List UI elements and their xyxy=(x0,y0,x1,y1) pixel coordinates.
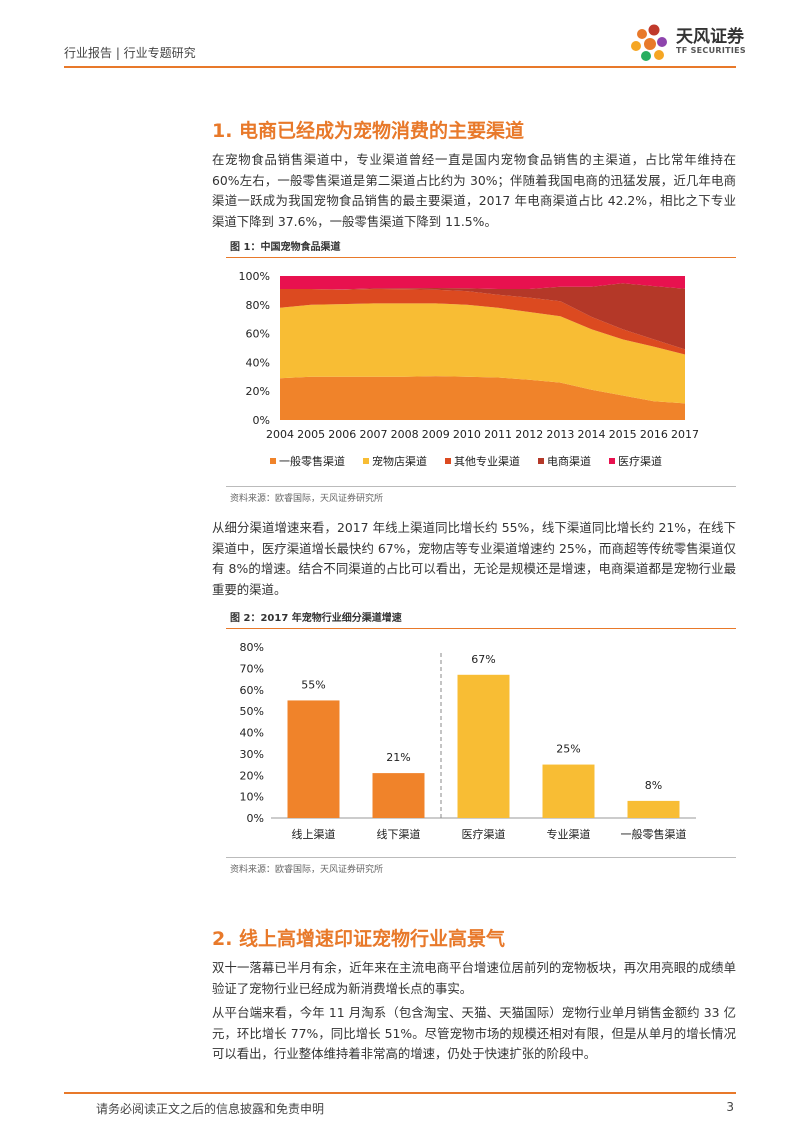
category-label: 一般零售渠道 xyxy=(621,827,687,841)
y-tick-label: 40% xyxy=(240,727,264,740)
x-tick-label: 2013 xyxy=(546,428,574,441)
bar-value-label: 25% xyxy=(556,743,580,756)
figure2-bar-chart: 0% 10% 20% 30% 40% 50% 60% 70% 80% 55% 线上渠道 21% 线下渠道… xyxy=(240,641,696,841)
footer-disclaimer: 请务必阅读正文之后的信息披露和免责申明 xyxy=(96,1102,325,1116)
legend-swatch-3 xyxy=(538,458,544,464)
figure2-source-line xyxy=(226,857,736,858)
logo-name-en: TF SECURITIES xyxy=(676,46,746,55)
y-tick-label: 40% xyxy=(246,356,270,369)
category-label: 专业渠道 xyxy=(547,827,591,841)
bar-3 xyxy=(542,764,595,818)
category-label: 医疗渠道 xyxy=(462,827,506,841)
logo-name-cn: 天风证券 xyxy=(676,27,744,47)
x-tick-label: 2014 xyxy=(578,428,606,441)
figure1-source: 资料来源：欧睿国际，天风证券研究所 xyxy=(230,494,384,504)
y-tick-label: 70% xyxy=(240,662,264,675)
y-tick-label: 80% xyxy=(246,299,270,312)
legend-swatch-0 xyxy=(270,458,276,464)
section2-paragraph-1: 双十一落幕已半月有余，近年来在主流电商平台增速位居前列的宠物板块，再次用亮眼的成… xyxy=(212,960,736,996)
legend-swatch-2 xyxy=(445,458,451,464)
bar-value-label: 21% xyxy=(386,751,410,764)
y-tick-label: 80% xyxy=(240,641,264,654)
x-tick-label: 2010 xyxy=(453,428,481,441)
y-tick-label: 30% xyxy=(240,748,264,761)
legend-label-2: 其他专业渠道 xyxy=(454,454,520,468)
y-tick-label: 100% xyxy=(239,270,270,283)
header-breadcrumb: 行业报告 | 行业专题研究 xyxy=(64,46,196,60)
legend-swatch-4 xyxy=(609,458,615,464)
category-label: 线下渠道 xyxy=(377,827,421,841)
y-tick-label: 10% xyxy=(240,791,264,804)
figure2-source: 资料来源：欧睿国际，天风证券研究所 xyxy=(230,865,384,875)
page-number: 3 xyxy=(726,1100,734,1114)
legend-swatch-1 xyxy=(363,458,369,464)
x-tick-label: 2011 xyxy=(484,428,512,441)
category-label: 线上渠道 xyxy=(292,827,336,841)
footer-divider xyxy=(64,1092,736,1094)
x-tick-label: 2017 xyxy=(671,428,699,441)
bar-1 xyxy=(372,773,425,818)
x-tick-label: 2008 xyxy=(391,428,419,441)
header-divider xyxy=(64,66,736,68)
y-tick-label: 20% xyxy=(246,385,270,398)
legend-label-0: 一般零售渠道 xyxy=(279,454,345,468)
x-tick-label: 2009 xyxy=(422,428,450,441)
x-tick-label: 2012 xyxy=(515,428,543,441)
legend-label-4: 医疗渠道 xyxy=(618,454,662,468)
legend-label-1: 宠物店渠道 xyxy=(372,454,427,468)
figure1-caption: 图 1：中国宠物食品渠道 xyxy=(230,242,341,253)
y-tick-label: 0% xyxy=(253,414,270,427)
y-tick-label: 0% xyxy=(247,812,264,825)
y-tick-label: 50% xyxy=(240,705,264,718)
section1-title: 1. 电商已经成为宠物消费的主要渠道 xyxy=(212,120,525,142)
figure1-source-line xyxy=(226,486,736,487)
section2-paragraph-2: 从平台端来看，今年 11 月淘系（包含淘宝、天猫、天猫国际）宠物行业单月销售金额… xyxy=(212,1005,736,1061)
x-tick-label: 2005 xyxy=(297,428,325,441)
bar-4 xyxy=(627,800,680,818)
y-tick-label: 20% xyxy=(240,769,264,782)
figure2-caption-line xyxy=(226,628,736,629)
bar-value-label: 8% xyxy=(645,779,662,792)
area-series-2 xyxy=(280,289,685,355)
section1-paragraph: 在宠物食品销售渠道中，专业渠道曾经一直是国内宠物食品销售的主渠道，占比常年维持在… xyxy=(212,152,736,229)
area-series-1 xyxy=(280,303,685,404)
area-series-4 xyxy=(280,276,685,290)
area-series-0 xyxy=(280,376,685,420)
figure1-stacked-area-chart: 0%20%40%60%80%100%2004 2005 2006 2007 2008 20… xyxy=(239,270,699,468)
x-tick-label: 2015 xyxy=(609,428,637,441)
bar-value-label: 67% xyxy=(471,653,495,666)
section2-title: 2. 线上高增速印证宠物行业高景气 xyxy=(212,928,506,950)
growth-paragraph: 从细分渠道增速来看，2017 年线上渠道同比增长约 55%，线下渠道同比增长约 … xyxy=(212,520,736,597)
x-tick-label: 2006 xyxy=(328,428,356,441)
legend-label-3: 电商渠道 xyxy=(547,454,591,468)
bar-0 xyxy=(287,700,340,818)
bar-value-label: 55% xyxy=(301,678,325,691)
y-tick-label: 60% xyxy=(240,684,264,697)
bar-2 xyxy=(457,674,510,818)
area-series-3 xyxy=(280,283,685,350)
tf-logo-icon xyxy=(631,24,667,61)
x-tick-label: 2004 xyxy=(266,428,294,441)
y-tick-label: 60% xyxy=(246,328,270,341)
figure1-caption-line xyxy=(226,257,736,258)
x-tick-label: 2007 xyxy=(359,428,387,441)
figure2-caption: 图 2：2017 年宠物行业细分渠道增速 xyxy=(230,613,402,624)
x-tick-label: 2016 xyxy=(640,428,668,441)
